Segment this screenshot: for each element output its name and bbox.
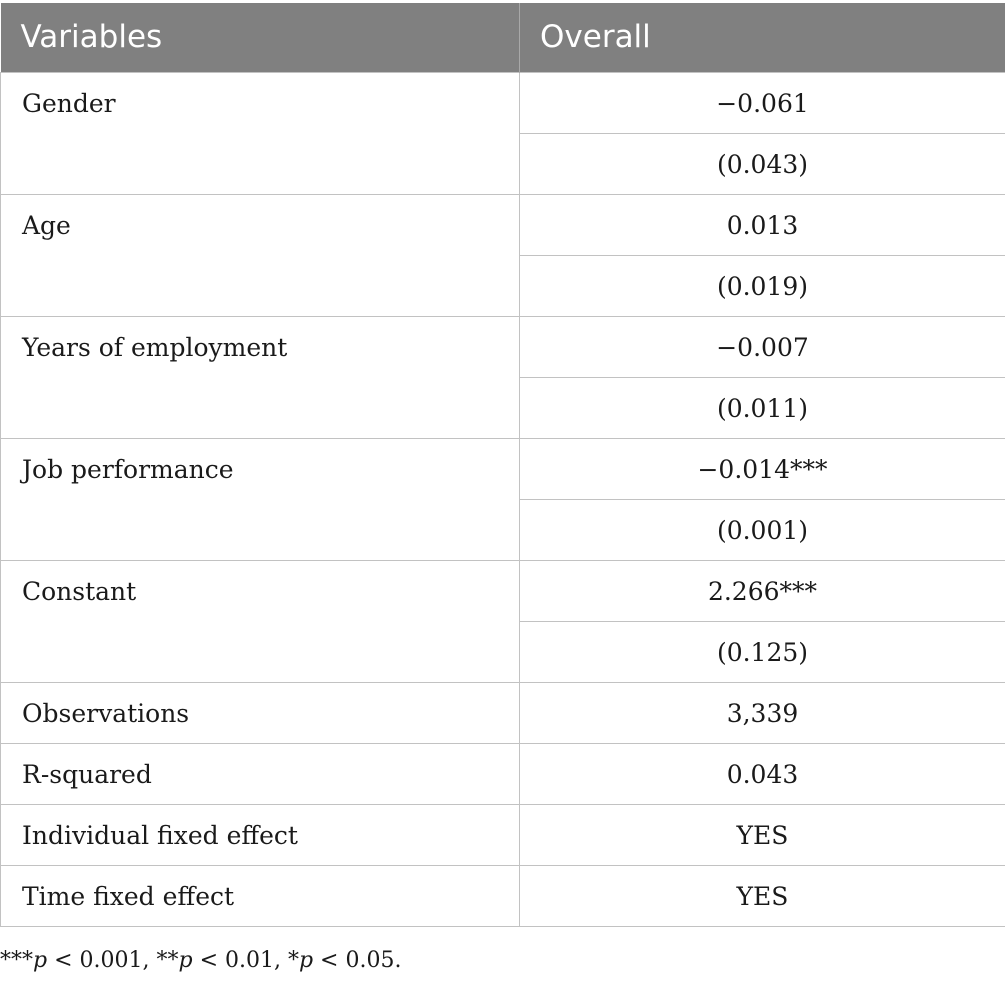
variable-label: Years of employment [0, 315, 520, 439]
footnote-p-symbol: p [33, 948, 48, 973]
footnote-stars-3: * [287, 948, 299, 973]
stat-label: Observations [0, 681, 520, 744]
table-row: Individual fixed effect YES [0, 803, 1005, 866]
table-row: Job performance −0.014*** [0, 437, 1005, 561]
variable-label: Age [0, 193, 520, 317]
footnote-stars-2: ** [156, 948, 179, 973]
footnote-p-symbol: p [298, 948, 314, 973]
stat-value: 0.043 [519, 742, 1005, 805]
standard-error-cell: (0.043) [519, 132, 1005, 195]
header-variables: Variables [0, 3, 520, 72]
standard-error-cell: (0.125) [519, 620, 1005, 683]
stat-value: 3,339 [519, 681, 1005, 744]
footnote-threshold-1: < 0.001, [47, 948, 157, 973]
table-row: Years of employment −0.007 [0, 315, 1005, 439]
standard-error-cell: (0.011) [519, 376, 1005, 439]
table-row: (0.011) [1, 376, 1005, 439]
footnote-stars-1: *** [0, 948, 33, 973]
stat-label: Time fixed effect [0, 864, 520, 927]
stat-label: R-squared [0, 742, 520, 805]
standard-error-cell: (0.001) [519, 498, 1005, 561]
coefficient-cell: −0.014*** [519, 437, 1005, 500]
table-row: Gender −0.061 [0, 71, 1005, 195]
table-row: Constant 2.266*** [0, 559, 1005, 683]
regression-table: Variables Overall Gender −0.061 (0.043) … [0, 3, 1005, 927]
footnote-p-symbol: p [178, 948, 193, 973]
standard-error-cell: (0.019) [519, 254, 1005, 317]
table-row: (0.043) [1, 132, 1005, 195]
table-row: (0.019) [1, 254, 1005, 317]
coefficient-cell: 2.266*** [519, 559, 1005, 622]
stat-label: Individual fixed effect [0, 803, 520, 866]
regression-table-container: Variables Overall Gender −0.061 (0.043) … [0, 3, 1005, 927]
table-row: Time fixed effect YES [0, 864, 1005, 927]
coefficient-cell: −0.007 [519, 315, 1005, 378]
significance-footnote: ***p < 0.001, **p < 0.01, *p < 0.05. [0, 948, 401, 973]
footnote-threshold-3: < 0.05. [313, 948, 402, 973]
header-overall: Overall [519, 3, 1005, 72]
stat-value: YES [519, 864, 1005, 927]
variable-label: Constant [0, 559, 520, 683]
variable-label: Job performance [0, 437, 520, 561]
coefficient-cell: 0.013 [519, 193, 1005, 256]
header-row: Variables Overall [0, 3, 1005, 72]
variable-label: Gender [0, 71, 520, 195]
table-row: Observations 3,339 [0, 681, 1005, 744]
footnote-threshold-2: < 0.01, [192, 948, 288, 973]
table-row: R-squared 0.043 [0, 742, 1005, 805]
table-row: Age 0.013 [0, 193, 1005, 317]
stat-value: YES [519, 803, 1005, 866]
coefficient-cell: −0.061 [519, 71, 1005, 134]
